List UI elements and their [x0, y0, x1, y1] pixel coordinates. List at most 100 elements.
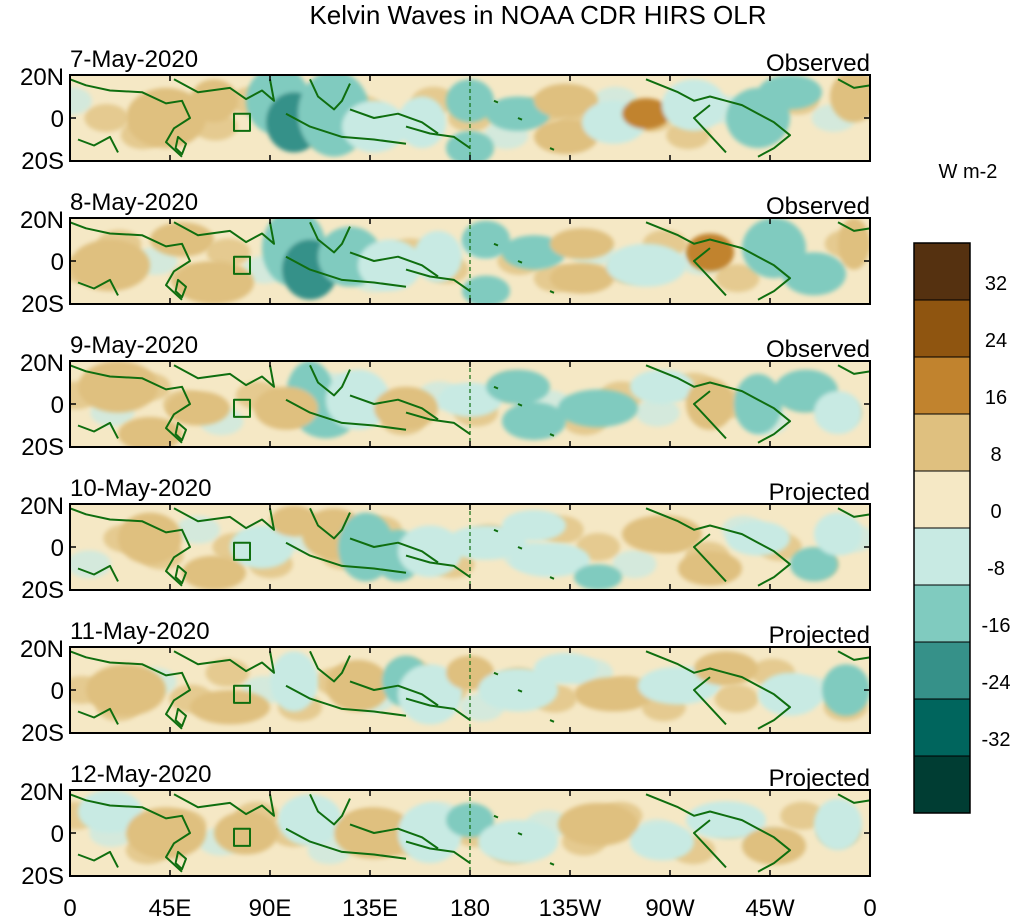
anomaly-blob [726, 521, 790, 556]
coastline [405, 99, 555, 151]
anomaly-blobs [118, 505, 862, 590]
anomaly-blob [622, 515, 702, 554]
coastline [70, 78, 191, 158]
anomaly-blob [278, 794, 342, 846]
olr-field [70, 361, 870, 447]
colorbar-swatch [913, 584, 971, 643]
coastlines [70, 650, 870, 730]
anomaly-blob [118, 416, 182, 447]
anomaly-blob [462, 220, 510, 259]
coastline [285, 221, 439, 288]
olr-field [70, 647, 870, 733]
anomaly-blob [742, 826, 806, 865]
map-panel: 7-May-2020 Observed 20N 0 20S [20, 46, 871, 175]
anomaly-blob [758, 75, 822, 110]
anomaly-blob [414, 230, 462, 283]
panel-status: Observed [766, 336, 870, 363]
lon-label: 45W [745, 895, 795, 920]
coastline [837, 507, 870, 518]
lon-label: 135E [342, 895, 398, 920]
lon-label: 135W [539, 895, 602, 920]
lat-label: 20N [20, 779, 64, 806]
colorbar-swatch [913, 698, 971, 757]
coastline [405, 242, 555, 294]
anomaly-blob [270, 651, 318, 712]
lat-label: 0 [51, 678, 64, 705]
coastline [285, 507, 439, 574]
lat-label: 0 [51, 249, 64, 276]
anomaly-blob [486, 96, 550, 131]
anomaly-blob [790, 547, 838, 582]
panel-date: 10-May-2020 [70, 475, 211, 502]
coastline [405, 385, 555, 437]
coastline [233, 255, 251, 275]
panel-status: Projected [769, 622, 870, 649]
anomaly-blob [550, 228, 614, 260]
coastline [233, 112, 251, 132]
field-band [70, 86, 92, 115]
map-panel: 11-May-2020 Projected 20N 0 20S [20, 618, 871, 747]
lat-label: 20S [21, 720, 64, 747]
lat-label: 20N [20, 207, 64, 234]
coastline [173, 78, 275, 102]
colorbar-swatch [913, 356, 971, 415]
olr-field [70, 218, 870, 304]
colorbar-swatch [913, 299, 971, 358]
coastline [174, 421, 187, 442]
anomaly-blob [502, 402, 566, 441]
lat-label: 20N [20, 64, 64, 91]
coastline [285, 793, 439, 860]
lat-label: 0 [51, 392, 64, 419]
anomaly-blob [126, 807, 206, 859]
field-band [84, 104, 129, 132]
coastline [174, 707, 187, 728]
anomaly-blob [86, 664, 166, 716]
anomaly-blob [534, 653, 598, 684]
coastline [173, 364, 275, 388]
colorbar-swatch [913, 755, 971, 814]
colorbar-frame [913, 242, 971, 814]
coastline [70, 793, 191, 873]
lat-label: 20S [21, 577, 64, 604]
anomaly-blob [822, 664, 870, 716]
anomaly-blob [478, 820, 558, 864]
map-panel: 9-May-2020 Observed 20N 0 20S [20, 332, 871, 461]
anomaly-blob [502, 510, 566, 541]
coastline [285, 78, 439, 145]
coastline [645, 650, 791, 730]
coastline [174, 135, 187, 156]
field-band [206, 238, 251, 267]
field-band [715, 264, 760, 293]
anomaly-blobs [78, 790, 862, 865]
coastline [233, 827, 251, 847]
colorbar-swatch [913, 641, 971, 700]
lat-label: 20S [21, 434, 64, 461]
anomaly-blob [758, 672, 822, 716]
longitude-axis: 0 45E 90E 135E 180 135W 90W 45W 0 [63, 895, 876, 920]
anomaly-blob [190, 690, 270, 725]
olr-field [70, 75, 870, 161]
coastline [837, 221, 870, 232]
anomaly-blob [70, 239, 150, 292]
colorbar-swatch [913, 242, 971, 301]
anomaly-blob [214, 811, 278, 855]
olr-field [70, 790, 870, 876]
anomaly-blob [678, 551, 742, 586]
map-panel: 8-May-2020 Observed 20N 0 20S [20, 189, 871, 318]
map-panel: 12-May-2020 Projected 20N 0 20S [20, 761, 871, 890]
anomaly-blob [126, 87, 206, 149]
anomaly-blob [150, 222, 214, 257]
anomaly-blob [326, 659, 390, 712]
anomaly-blob [534, 83, 598, 119]
anomaly-blob [814, 798, 862, 851]
field-band [780, 801, 825, 830]
anomaly-blob [686, 378, 734, 430]
anomaly-blob [662, 79, 726, 131]
field-band [176, 515, 221, 544]
anomaly-blob [446, 525, 526, 560]
panel-date: 7-May-2020 [70, 46, 198, 73]
lon-label: 0 [63, 895, 76, 920]
panel-date: 12-May-2020 [70, 761, 211, 788]
